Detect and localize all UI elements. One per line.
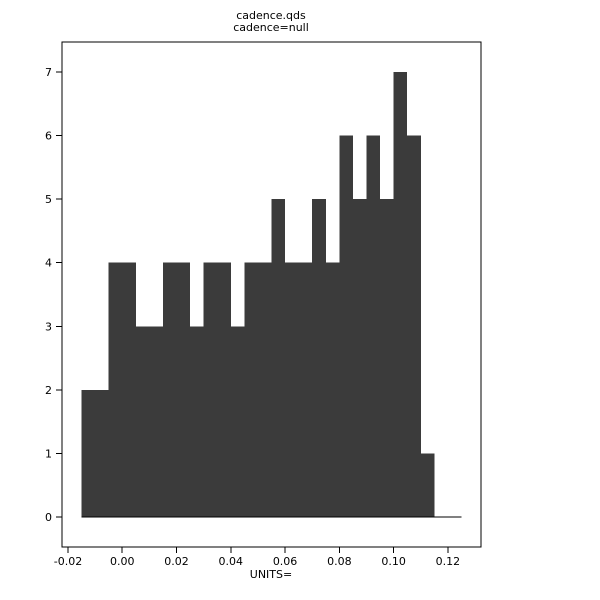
histogram-bar	[176, 262, 191, 518]
y-tick-label: 0	[45, 511, 52, 524]
chart-subtitle: cadence=null	[233, 21, 309, 34]
x-tick-label: 0.12	[436, 555, 461, 568]
histogram-bar	[393, 71, 408, 518]
histogram-bar	[190, 326, 204, 518]
y-tick-label: 3	[45, 320, 52, 333]
histogram-bar	[380, 199, 394, 518]
y-tick-label: 6	[45, 129, 52, 142]
y-tick-label: 2	[45, 384, 52, 397]
histogram-bar	[257, 262, 272, 518]
histogram-bar	[420, 453, 435, 518]
histogram-bar	[298, 262, 313, 518]
histogram-bar	[244, 262, 258, 518]
histogram-bar	[339, 135, 353, 518]
histogram-bar	[407, 135, 421, 518]
x-tick-label: 0.02	[164, 555, 189, 568]
histogram-bar	[203, 262, 218, 518]
histogram-bar	[108, 262, 123, 518]
histogram-bar	[271, 199, 286, 518]
x-tick-label: -0.02	[54, 555, 82, 568]
histogram-bar	[352, 199, 367, 518]
histogram-bar	[217, 262, 231, 518]
histogram-bar	[95, 389, 109, 518]
histogram-bar	[135, 326, 150, 518]
histogram-bar	[149, 326, 163, 518]
histogram-bar	[81, 389, 96, 518]
x-tick-label: 0.00	[110, 555, 135, 568]
x-axis: -0.02 0.00 0.02 0.04 0.06 0.08 0.10 0.12	[54, 547, 460, 568]
histogram-bar	[162, 262, 177, 518]
histogram-bar	[285, 262, 299, 518]
x-tick-label: 0.04	[219, 555, 244, 568]
x-axis-label: UNITS=	[250, 568, 292, 581]
histogram-bars	[81, 71, 435, 518]
y-tick-label: 7	[45, 66, 52, 79]
x-tick-label: 0.10	[381, 555, 406, 568]
y-tick-label: 5	[45, 193, 52, 206]
histogram-bar	[312, 199, 326, 518]
y-tick-label: 1	[45, 448, 52, 461]
y-tick-label: 4	[45, 257, 52, 270]
histogram-bar	[230, 326, 245, 518]
histogram-bar	[122, 262, 136, 518]
x-tick-label: 0.06	[273, 555, 298, 568]
histogram-bar	[325, 262, 340, 518]
y-axis: 0 1 2 3 4 5 6 7	[45, 66, 62, 524]
chart-title: cadence.qds	[236, 9, 306, 22]
plot-frame	[61, 41, 482, 548]
histogram-bar	[366, 135, 381, 518]
x-tick-label: 0.08	[327, 555, 352, 568]
